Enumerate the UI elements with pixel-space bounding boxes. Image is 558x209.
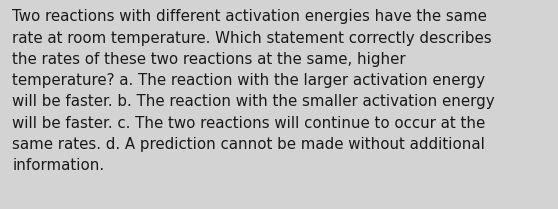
Text: Two reactions with different activation energies have the same
rate at room temp: Two reactions with different activation … <box>12 9 495 173</box>
